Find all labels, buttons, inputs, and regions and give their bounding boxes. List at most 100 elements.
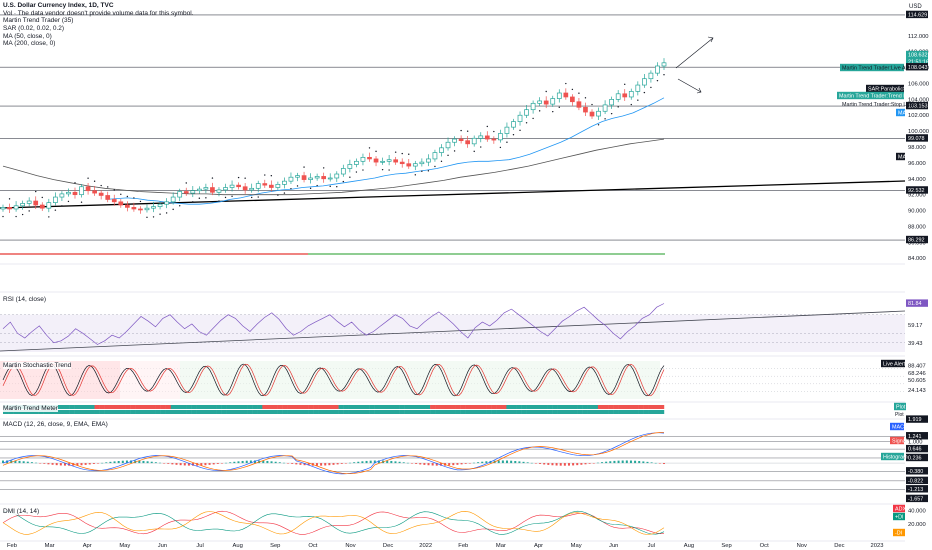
trend-meter-bar <box>28 410 34 414</box>
macd-line <box>2 432 665 475</box>
trend-meter-bar <box>394 405 400 409</box>
trend-meter-bar <box>353 405 360 409</box>
trend-meter-bar <box>465 405 471 409</box>
macd-histogram-bar <box>423 463 426 465</box>
macd-histogram-bar <box>167 463 170 464</box>
trend-meter-bar <box>369 410 375 414</box>
candle-body <box>196 188 202 192</box>
trend-meter-bar <box>333 405 339 409</box>
candle-body <box>458 138 464 142</box>
macd-histogram-bar <box>105 462 108 464</box>
live-alert-tag-bg <box>840 63 904 72</box>
macd-histogram-bar <box>192 463 195 466</box>
x-axis-label: May <box>119 543 130 549</box>
sar-dot <box>355 171 358 173</box>
sar-dot <box>67 200 70 203</box>
macd-histogram-bar <box>315 463 318 466</box>
macd-histogram-bar <box>349 462 352 464</box>
macd-histogram-bar <box>460 463 463 465</box>
trend-meter-bar <box>160 405 166 409</box>
sar-dot <box>165 212 168 214</box>
trend-meter-bar <box>114 405 121 409</box>
macd-histogram-bar <box>35 462 38 464</box>
trend-meter-bar <box>155 405 161 409</box>
sar-dot <box>532 117 534 120</box>
trend-meter-bar <box>323 410 329 414</box>
macd-pane-title[interactable]: MACD (12, 26, close, 9, EMA, EMA) <box>3 421 108 428</box>
level-label-86: 86.292 <box>908 238 925 244</box>
trend-meter-bar <box>84 410 90 414</box>
trend-meter-bar <box>613 410 619 414</box>
trend-meter-bar <box>130 405 136 409</box>
macd-histogram-bar <box>154 462 157 464</box>
up-arrow-head <box>707 36 714 43</box>
trend-meter-bar <box>33 410 39 414</box>
trend-meter-bar <box>445 405 451 409</box>
trend-meter-pane-title[interactable]: Martin Trend Meter <box>3 405 58 412</box>
macd-histogram-bar <box>63 463 66 466</box>
trend-meter-bar <box>358 410 365 414</box>
macd-histogram-bar <box>439 463 442 466</box>
trend-meter-bar <box>196 410 202 414</box>
sar-dot <box>604 118 606 120</box>
trend-meter-bar <box>206 410 212 414</box>
trend-meter-bar <box>104 410 110 414</box>
level-label-99: 99.078 <box>908 136 925 142</box>
macd-histogram-bar <box>419 463 422 465</box>
trend-meter-bar <box>206 405 212 409</box>
sar-dot <box>656 79 659 82</box>
macd-level-label: 1.241 <box>908 434 922 440</box>
macd-histogram-bar <box>43 463 46 464</box>
trend-meter-bar <box>180 410 187 414</box>
rsi-trend-line <box>0 310 906 352</box>
sar-dot <box>146 216 148 219</box>
indicator-ma-200[interactable]: MA (200, close, 0) <box>3 40 56 48</box>
trend-meter-bar <box>175 405 182 409</box>
sar-dot <box>480 146 482 148</box>
indicator-ma-50[interactable]: MA (50, close, 0) <box>3 32 52 40</box>
trend-meter-bar <box>440 410 446 414</box>
x-axis-label: May <box>571 543 582 549</box>
trend-meter-bar <box>638 410 644 414</box>
sar-dot <box>578 92 580 94</box>
macd-tick-label: 1.000 <box>908 439 923 445</box>
symbol-title[interactable]: U.S. Dollar Currency Index, 1D, TVC <box>3 2 114 9</box>
sar-tag: SAR:ParabolicSAR <box>868 87 914 93</box>
sar-dot <box>48 216 50 218</box>
trend-meter-bar <box>435 410 441 414</box>
sar-dot <box>362 169 364 171</box>
trend-meter-bar <box>374 405 380 409</box>
trend-meter-bar <box>74 405 80 409</box>
trend-meter-bar <box>470 410 477 414</box>
trend-meter-bar <box>572 405 578 409</box>
trend-meter-bar <box>608 405 614 409</box>
x-axis-label: Apr <box>534 543 543 549</box>
trend-meter-bar <box>18 410 24 414</box>
macd-histogram-bar <box>617 460 620 464</box>
indicator-martin-trend-trader[interactable]: Martin Trend Trader (35) <box>3 17 74 25</box>
stochastic-pane-title[interactable]: Martin Stochastic Trend <box>3 362 72 369</box>
trend-meter-bar <box>465 410 471 414</box>
trend-meter-bar <box>145 410 151 414</box>
sar-dot <box>663 74 665 76</box>
price-tick-label: 102.000 <box>908 113 929 119</box>
di-plus-legend-tag: +DI <box>895 515 904 521</box>
macd-histogram-bar <box>530 462 533 464</box>
sar-dot <box>538 110 541 112</box>
macd-histogram-bar <box>609 461 612 464</box>
macd-value-label: 1.919 <box>908 417 922 423</box>
indicator-sar[interactable]: SAR (0.02, 0.02, 0.2) <box>3 25 65 33</box>
macd-histogram-bar <box>179 463 182 466</box>
sar-dot <box>624 83 626 86</box>
macd-histogram-bar <box>642 461 645 464</box>
sar-dot <box>93 180 96 182</box>
trend-meter-bar <box>628 410 634 414</box>
trend-meter-bar <box>338 405 344 409</box>
rsi-pane-title[interactable]: RSI (14, close) <box>3 296 46 303</box>
candle-body <box>642 78 647 86</box>
macd-histogram-bar <box>76 463 79 466</box>
trend-meter-bar <box>613 405 619 409</box>
dmi-pane-title[interactable]: DMI (14, 14) <box>3 508 40 515</box>
trend-meter-bar <box>292 410 299 414</box>
